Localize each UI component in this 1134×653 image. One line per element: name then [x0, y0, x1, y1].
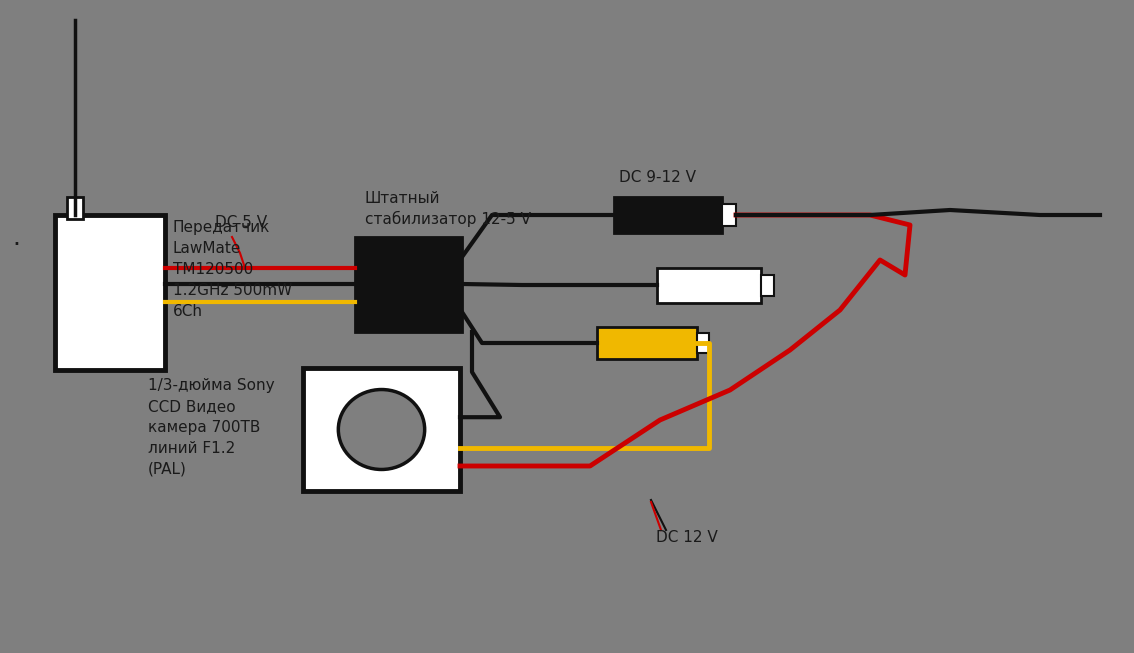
Text: DC 12 V: DC 12 V: [655, 530, 718, 545]
Text: DC 5 V: DC 5 V: [215, 215, 268, 230]
Ellipse shape: [338, 390, 424, 470]
Bar: [722, 204, 736, 226]
Bar: [697, 334, 709, 353]
Bar: [56, 215, 166, 370]
Bar: [761, 275, 775, 296]
Bar: [596, 327, 697, 359]
Bar: [67, 197, 83, 219]
Text: 1/3-дюйма Sony
CCD Видео
камера 700ТВ
линий F1.2
(PAL): 1/3-дюйма Sony CCD Видео камера 700ТВ ли…: [149, 378, 274, 477]
Text: ·: ·: [12, 233, 20, 257]
Bar: [657, 268, 761, 303]
Bar: [303, 368, 460, 491]
Bar: [355, 237, 462, 332]
Text: Штатный
стабилизатор 12-5 V: Штатный стабилизатор 12-5 V: [365, 191, 531, 227]
Text: DC 9-12 V: DC 9-12 V: [619, 170, 696, 185]
Text: Передатчик
LawMate
TM120500
1.2GHz 500mW
6Ch: Передатчик LawMate TM120500 1.2GHz 500mW…: [174, 220, 293, 319]
Bar: [613, 197, 722, 233]
